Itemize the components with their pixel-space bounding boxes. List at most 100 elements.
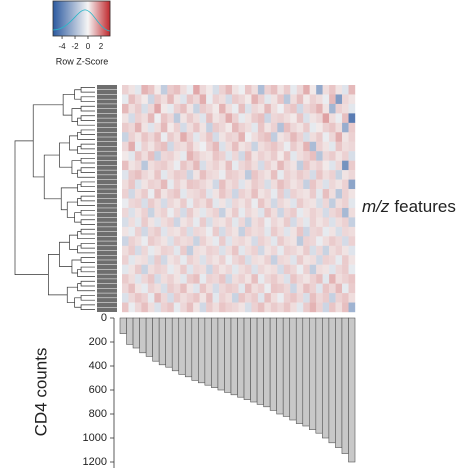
heatmap-cell — [322, 179, 330, 190]
heatmap-cell — [147, 217, 155, 228]
heatmap-cell — [316, 160, 323, 171]
bar — [184, 317, 193, 378]
heatmap-cell — [134, 141, 142, 152]
y-tick-label: 1000 — [83, 432, 107, 444]
colorbar-swatch — [101, 1, 103, 36]
heatmap-cell — [154, 151, 162, 161]
heatmap-cell — [134, 245, 142, 256]
heatmap-cell — [199, 103, 207, 114]
heatmap-cell — [167, 179, 174, 190]
heatmap-cell — [251, 198, 259, 209]
heatmap-cell — [283, 217, 291, 228]
heatmap-cell — [244, 94, 252, 105]
bar — [152, 317, 160, 362]
heatmap-cell — [244, 255, 252, 265]
heatmap-cell — [244, 207, 252, 218]
bar — [289, 317, 297, 421]
heatmap-cell — [251, 302, 259, 313]
heatmap-cell — [232, 226, 239, 237]
heatmap-cell — [257, 122, 265, 133]
heatmap-cell — [193, 226, 200, 237]
heatmap-cell — [348, 132, 356, 142]
heatmap-cell — [257, 113, 265, 124]
heatmap-cell — [160, 283, 168, 294]
heatmap-cell — [348, 141, 356, 152]
heatmap-cell — [180, 293, 187, 303]
heatmap-cell — [147, 85, 155, 95]
colorbar-swatch — [64, 1, 66, 36]
heatmap-cell — [348, 151, 356, 161]
heatmap-cell — [134, 122, 142, 133]
heatmap-cell — [270, 293, 278, 303]
heatmap-cell — [180, 198, 187, 209]
heatmap-cell — [238, 274, 246, 284]
heatmap-cell — [296, 113, 304, 124]
heatmap-cell — [290, 85, 297, 95]
heatmap-cell — [199, 198, 207, 209]
colorbar-swatch — [79, 1, 81, 36]
heatmap-cell — [206, 264, 213, 275]
heatmap-cell — [257, 283, 265, 294]
heatmap-cell — [180, 302, 187, 313]
heatmap-cell — [160, 274, 168, 284]
heatmap-cell — [316, 132, 323, 142]
heatmap-cell — [309, 151, 317, 161]
heatmap-cell — [219, 113, 226, 124]
heatmap-cell — [180, 236, 187, 246]
heatmap-cell — [277, 293, 285, 303]
heatmap-cell — [122, 179, 129, 190]
bar — [348, 317, 356, 463]
heatmap-cell — [141, 113, 149, 124]
heatmap-cell — [147, 179, 155, 190]
heatmap-cell — [173, 236, 181, 246]
heatmap-cell — [251, 236, 259, 246]
heatmap-cell — [141, 264, 149, 275]
heatmap-cell — [329, 264, 336, 275]
heatmap-cell — [180, 264, 187, 275]
heatmap-cell — [219, 198, 226, 209]
heatmap-cell — [251, 245, 259, 256]
heatmap-cell — [303, 283, 310, 294]
heatmap-cell — [147, 113, 155, 124]
heatmap-cell — [290, 217, 297, 228]
bar — [211, 317, 219, 388]
heatmap-cell — [277, 274, 285, 284]
heatmap-cell — [212, 179, 220, 190]
heatmap-cell — [283, 113, 291, 124]
heatmap-cell — [122, 94, 129, 105]
heatmap-cell — [180, 170, 187, 180]
heatmap-cell — [147, 264, 155, 275]
heatmap-cell — [277, 132, 285, 142]
heatmap-cell — [147, 293, 155, 303]
heatmap-cell — [180, 122, 187, 133]
heatmap-cell — [264, 207, 272, 218]
heatmap-cell — [128, 198, 136, 209]
heatmap-cell — [232, 122, 239, 133]
heatmap-cell — [309, 217, 317, 228]
heatmap-cell — [244, 293, 252, 303]
heatmap-cell — [264, 274, 272, 284]
heatmap-cell — [186, 198, 194, 209]
heatmap-cell — [154, 132, 162, 142]
heatmap-cell — [251, 207, 259, 218]
heatmap-cell — [342, 122, 349, 133]
heatmap-cell — [251, 160, 259, 171]
heatmap-cell — [212, 103, 220, 114]
heatmap-cell — [257, 103, 265, 114]
heatmap-cell — [348, 274, 356, 284]
heatmap-cell — [160, 132, 168, 142]
heatmap-cell — [342, 160, 349, 171]
heatmap-cell — [251, 85, 259, 95]
heatmap-cell — [283, 245, 291, 256]
heatmap-cell — [167, 132, 174, 142]
heatmap-cell — [122, 189, 129, 199]
heatmap-cell — [303, 274, 310, 284]
heatmap-cell — [238, 179, 246, 190]
heatmap-cell — [296, 207, 304, 218]
heatmap-cell — [219, 132, 226, 142]
colorbar-swatch — [67, 1, 69, 36]
heatmap-cell — [128, 94, 136, 105]
heatmap-cell — [277, 264, 285, 275]
heatmap-cell — [199, 264, 207, 275]
colorbar-tick-label: -2 — [71, 42, 79, 51]
